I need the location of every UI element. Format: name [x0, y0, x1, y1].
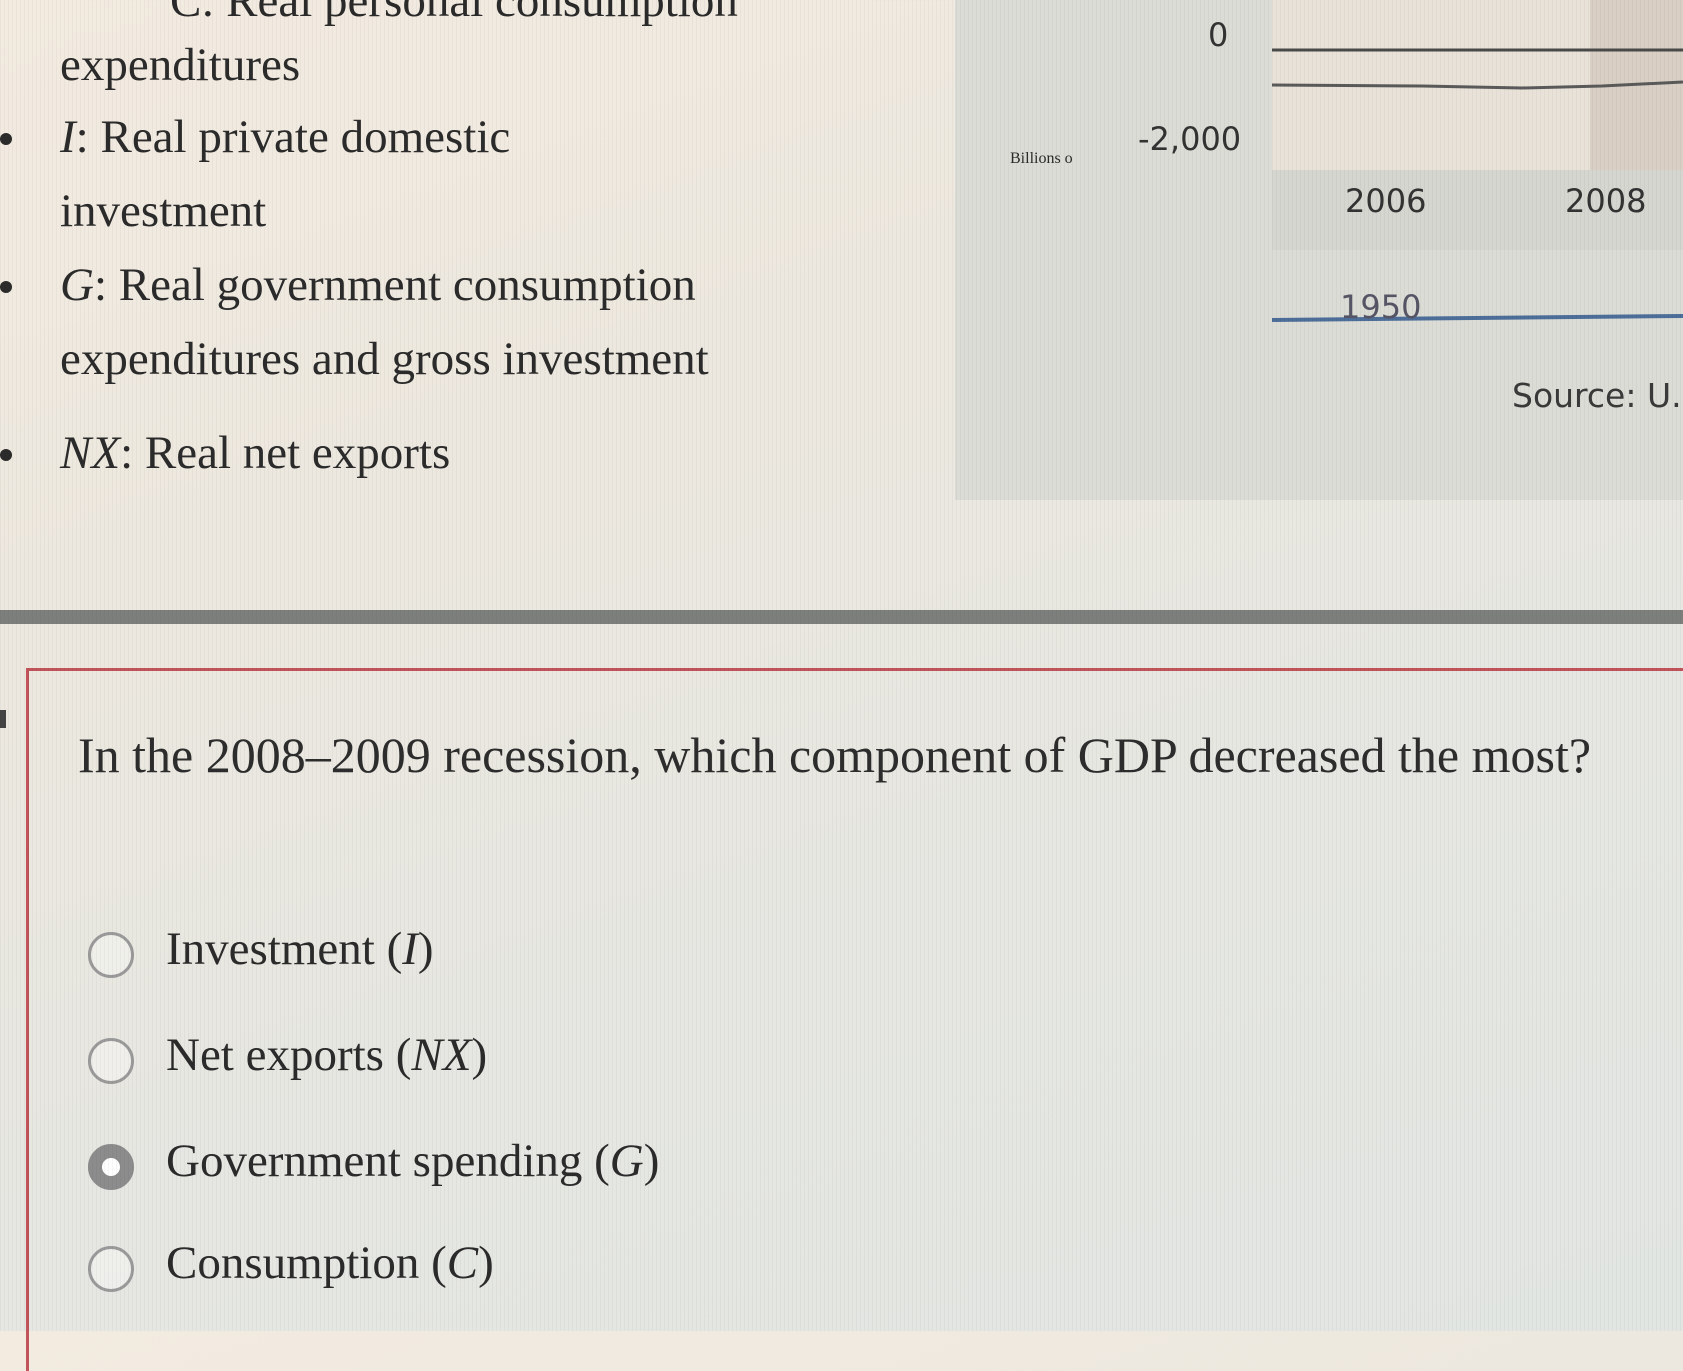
option-consumption-suffix: ): [478, 1237, 494, 1289]
chart-lower-line: [1271, 314, 1683, 322]
question-prompt: In the 2008–2009 recession, which compon…: [78, 727, 1592, 783]
investment-text-1: : Real private domestic: [75, 111, 511, 163]
option-government-spending-var: G: [609, 1135, 644, 1187]
radio-government-spending[interactable]: [88, 1144, 134, 1190]
chart-xtick-2008: 2008: [1565, 182, 1647, 220]
chart-lines: [1271, 48, 1683, 322]
chart-lower-tick: 1950: [1340, 288, 1422, 326]
chart-xtick-2006: 2006: [1345, 182, 1427, 220]
government-var: G: [60, 259, 94, 311]
government-definition-line2: expenditures and gross investment: [60, 333, 709, 385]
net-exports-text-1: : Real net exports: [120, 427, 451, 479]
consumption-definition-cut: C: Real personal consumption: [170, 0, 738, 27]
option-investment-label[interactable]: Investment (I): [166, 922, 434, 976]
option-net-exports-text: Net exports (: [166, 1029, 412, 1081]
chart-ytick-0: 0: [1208, 16, 1229, 54]
question-box: [26, 668, 1683, 1371]
chart-source: Source: U.S: [1512, 376, 1683, 415]
chart-axis-band: [1272, 170, 1683, 250]
investment-definition-line1: I: Real private domestic: [60, 100, 510, 174]
government-definition-line1: G: Real government consumption: [60, 248, 696, 322]
investment-definition-line2: investment: [60, 185, 267, 237]
investment-var: I: [60, 111, 76, 163]
question-margin-mark: [0, 710, 6, 728]
net-exports-var: NX: [60, 427, 121, 479]
bullet-dot: [0, 449, 12, 461]
option-net-exports-var: NX: [411, 1029, 472, 1081]
radio-net-exports[interactable]: [88, 1038, 134, 1084]
option-government-spending-label[interactable]: Government spending (G): [166, 1134, 659, 1188]
chart-plot-area: [1271, 0, 1683, 322]
option-consumption-var: C: [446, 1237, 479, 1289]
definitions-section: C: Real personal consumption expenditure…: [0, 0, 1683, 612]
bullet-dot: [0, 281, 12, 293]
option-government-spending-text: Government spending (: [166, 1135, 610, 1187]
radio-investment[interactable]: [88, 932, 134, 978]
section-divider: [0, 610, 1683, 624]
government-text-1: : Real government consumption: [93, 259, 696, 311]
option-government-spending-suffix: ): [643, 1135, 660, 1187]
chart-ylabel: Billions o: [1010, 150, 1073, 167]
option-net-exports-label[interactable]: Net exports (NX): [166, 1028, 487, 1082]
radio-consumption[interactable]: [88, 1246, 134, 1292]
option-investment-var: I: [402, 923, 418, 975]
option-consumption-label[interactable]: Consumption (C): [166, 1236, 494, 1290]
consumption-definition-text: expenditures: [60, 39, 301, 91]
net-exports-definition-line1: NX: Real net exports: [60, 416, 450, 490]
option-investment-text: Investment (: [166, 923, 403, 975]
bullet-dot: [0, 133, 12, 145]
chart-series-line: [1271, 80, 1683, 90]
option-investment-suffix: ): [417, 923, 434, 975]
option-consumption-text: Consumption (: [166, 1237, 447, 1289]
chart-ytick-minus-2000: -2,000: [1138, 120, 1242, 158]
option-net-exports-suffix: ): [471, 1029, 488, 1081]
